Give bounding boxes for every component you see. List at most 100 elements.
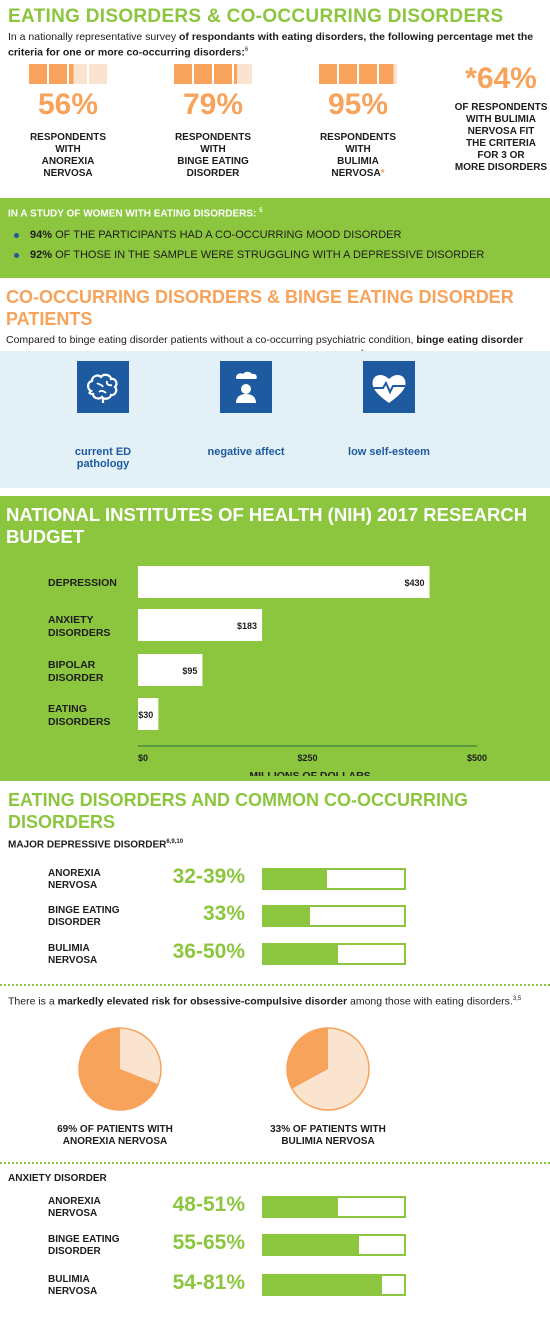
row-bar	[262, 1234, 406, 1256]
row-bar	[262, 905, 406, 927]
dotted-divider	[0, 984, 550, 986]
study-heading-text: IN A STUDY OF WOMEN WITH EATING DISORDER…	[8, 208, 257, 220]
stat-label-text: RESPONDENTS WITH BULIMIA NERVOSA	[319, 131, 397, 179]
row-bar	[262, 868, 406, 890]
bar-value-label: $183	[237, 621, 257, 631]
fill-block	[194, 63, 212, 84]
category-label: BIPOLAR DISORDER	[48, 659, 104, 684]
mdd-row: BULIMIA NERVOSA 36-50%	[0, 940, 550, 971]
list-item-bold: 94%	[30, 229, 53, 242]
list-item-bold: 92%	[30, 249, 53, 262]
icon-label: negative affect	[207, 446, 285, 458]
row-name: BINGE EATING DISORDER	[48, 905, 120, 928]
footnote-ref: 5	[259, 208, 263, 214]
category-label: ANXIETY DISORDERS	[48, 614, 110, 639]
fill-block	[89, 63, 107, 84]
bar	[138, 609, 263, 641]
list-item: 94% OF THE PARTICIPANTS HAD A CO-OCCURRI…	[8, 229, 542, 241]
x-tick-label: $500	[467, 753, 487, 763]
footnote-ref: 3,5	[512, 996, 522, 1002]
pie-slice	[79, 1028, 159, 1110]
fill-blocks	[153, 63, 273, 84]
fill-block	[214, 63, 232, 84]
row-name: ANOREXIA NERVOSA	[48, 1196, 101, 1219]
row-name: BINGE EATING DISORDER	[48, 1234, 120, 1257]
pie-label: 69% OF PATIENTS WITH ANOREXIA NERVOSA	[57, 1124, 173, 1147]
ocd-plain: There is a	[8, 995, 58, 1008]
section-title: NATIONAL INSTITUTES OF HEALTH (NIH) 2017…	[6, 504, 528, 547]
section-common-co-occurring: EATING DISORDERS AND COMMON CO-OCCURRING…	[0, 781, 550, 1336]
stat-label: RESPONDENTS WITH BULIMIA NERVOSA*	[298, 132, 418, 180]
heart-pulse-icon	[363, 361, 415, 413]
list-item-text: OF THE PARTICIPANTS HAD A CO-OCCURRING M…	[52, 229, 402, 242]
row-bar-fill	[264, 1236, 360, 1254]
fill-blocks	[8, 63, 128, 84]
budget-bar-chart: DEPRESSION $430 ANXIETY DISORDERS $183 BIPOLA…	[48, 566, 487, 776]
row-bar	[262, 1196, 406, 1218]
section-nih-budget: NATIONAL INSTITUTES OF HEALTH (NIH) 2017…	[0, 496, 550, 781]
mdd-row: BINGE EATING DISORDER 33%	[0, 902, 550, 933]
stat-anorexia: 56% RESPONDENTS WITH ANOREXIA NERVOSA	[8, 62, 128, 180]
row-percent: 33%	[202, 902, 245, 925]
mdd-heading: MAJOR DEPRESSIVE DISORDER6,9,10	[8, 839, 542, 850]
mdd-heading-text: MAJOR DEPRESSIVE DISORDER	[8, 839, 167, 851]
icon-panel: current ED pathology negative affect low…	[0, 351, 550, 488]
asterisk: *	[380, 167, 385, 179]
row-bar-fill	[264, 1276, 382, 1294]
row-percent: 55-65%	[172, 1231, 245, 1254]
x-tick-label: $0	[138, 753, 148, 763]
pie-label: 33% OF PATIENTS WITH BULIMIA NERVOSA	[270, 1124, 386, 1147]
list-item: 92% OF THOSE IN THE SAMPLE WERE STRUGGLI…	[8, 249, 542, 261]
row-name: ANOREXIA NERVOSA	[48, 868, 101, 891]
row-name: BULIMIA NERVOSA	[48, 943, 98, 966]
x-tick-label: $250	[297, 753, 317, 763]
stat-percent: 95%	[327, 87, 389, 121]
row-bar-fill	[264, 870, 327, 888]
icon-label: low self-esteem	[348, 446, 430, 458]
list-item-text: OF THOSE IN THE SAMPLE WERE STRUGGLING W…	[52, 249, 485, 262]
category-label: EATING DISORDERS	[48, 703, 110, 728]
bar-value-label: $430	[405, 578, 425, 588]
bar	[138, 698, 159, 730]
fill-block	[359, 63, 377, 84]
footnote-ref: 6	[244, 47, 249, 53]
stat-percent: *64%	[465, 61, 537, 95]
intro-plain: In a nationally representative survey	[8, 31, 180, 43]
section-title: EATING DISORDERS & CO-OCCURRING DISORDER…	[8, 6, 504, 27]
stat-binge: 79% RESPONDENTS WITH BINGE EATING DISORD…	[153, 62, 273, 180]
bar-value-label: $95	[182, 666, 197, 676]
icon-label: current ED pathology	[74, 446, 132, 470]
row-bar	[262, 943, 406, 965]
row-percent: 32-39%	[172, 865, 245, 888]
study-list: 94% OF THE PARTICIPANTS HAD A CO-OCCURRI…	[8, 229, 542, 261]
row-name: BULIMIA NERVOSA	[48, 1274, 98, 1297]
x-axis-label: MILLIONS OF DOLLARS	[249, 770, 370, 776]
stat-bulimia: 95% RESPONDENTS WITH BULIMIA NERVOSA*	[298, 62, 418, 180]
anxiety-row: BULIMIA NERVOSA 54-81%	[0, 1271, 550, 1302]
fill-blocks	[298, 63, 418, 84]
section-binge-eating: CO-OCCURRING DISORDERS & BINGE EATING DI…	[0, 278, 550, 496]
bar	[138, 566, 430, 598]
fill-block	[234, 63, 252, 84]
bar	[138, 654, 203, 686]
intro-bold: of respondants with eating disorders, th…	[8, 31, 534, 59]
anxiety-heading: ANXIETY DISORDER	[8, 1173, 107, 1184]
section-title: EATING DISORDERS AND COMMON CO-OCCURRING…	[8, 790, 468, 832]
fill-block	[49, 63, 67, 84]
bar-value-label: $30	[138, 710, 153, 720]
fill-block	[29, 63, 47, 84]
study-heading: IN A STUDY OF WOMEN WITH EATING DISORDER…	[8, 208, 542, 219]
row-bar-fill	[264, 945, 339, 963]
stat-label: RESPONDENTS WITH ANOREXIA NERVOSA	[29, 131, 107, 179]
section-women-study: IN A STUDY OF WOMEN WITH EATING DISORDER…	[0, 198, 550, 278]
row-bar-fill	[264, 1198, 339, 1216]
pie-slice	[287, 1028, 328, 1089]
fill-block	[69, 63, 87, 84]
ocd-anorexia-pie	[78, 1027, 162, 1111]
dotted-divider	[0, 1162, 550, 1164]
mdd-row: ANOREXIA NERVOSA 32-39%	[0, 865, 550, 896]
category-label: DEPRESSION	[48, 577, 117, 589]
stat-percent: 56%	[37, 87, 99, 121]
stat-bulimia-three-disorders: *64% OF RESPONDENTS WITH BULIMIA NERVOSA…	[448, 62, 550, 174]
ocd-plain: among those with eating disorders.	[347, 995, 513, 1008]
